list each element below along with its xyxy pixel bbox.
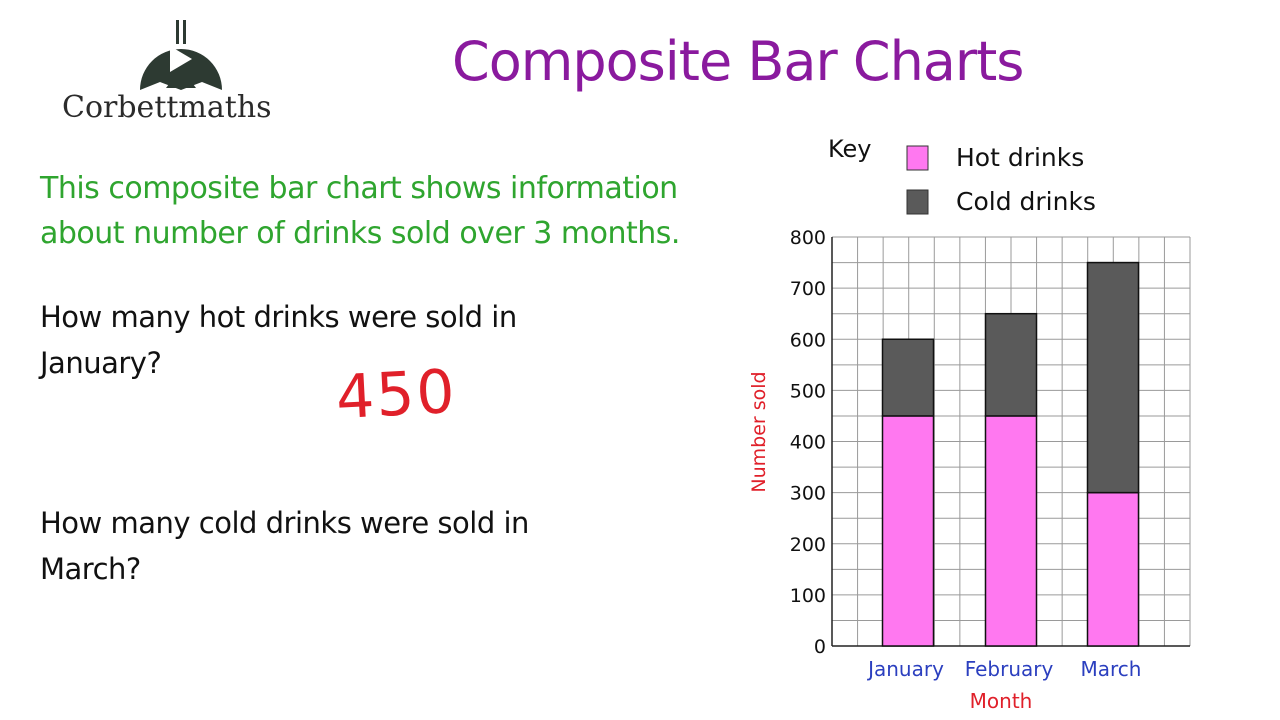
y-tick-label: 800 — [790, 227, 826, 249]
brand-name: Corbettmaths — [62, 90, 272, 125]
y-tick-label: 100 — [790, 585, 826, 607]
page-title: Composite Bar Charts — [452, 30, 1024, 93]
bar-hot-drinks — [881, 415, 935, 647]
x-tick-label: March — [1081, 657, 1142, 681]
legend-swatch — [906, 189, 929, 215]
corbettmaths-logo-icon — [140, 20, 222, 90]
bar-hot-drinks — [984, 415, 1038, 647]
y-tick-label: 400 — [790, 432, 826, 454]
bar-cold-drinks — [984, 312, 1038, 417]
bar-cold-drinks — [881, 338, 935, 417]
legend-title: Key — [828, 135, 872, 163]
legend-swatch — [906, 145, 929, 171]
x-tick-label: January — [866, 657, 944, 681]
legend-label: Cold drinks — [956, 187, 1096, 216]
x-axis-label: Month — [970, 689, 1033, 713]
y-tick-label: 300 — [790, 483, 826, 505]
y-axis-label: Number sold — [748, 371, 770, 492]
y-tick-label: 700 — [790, 278, 826, 300]
y-tick-label: 200 — [790, 534, 826, 556]
bar-cold-drinks — [1086, 261, 1140, 494]
bar-hot-drinks — [1086, 491, 1140, 647]
y-tick-label: 0 — [814, 636, 826, 658]
intro-text: This composite bar chart shows informati… — [40, 171, 680, 251]
y-tick-label: 500 — [790, 380, 826, 402]
question-1: How many hot drinks were sold in January… — [40, 300, 517, 380]
y-tick-label: 600 — [790, 329, 826, 351]
legend-label: Hot drinks — [956, 143, 1084, 172]
x-tick-label: February — [965, 657, 1054, 681]
question-2: How many cold drinks were sold in March? — [40, 506, 529, 586]
